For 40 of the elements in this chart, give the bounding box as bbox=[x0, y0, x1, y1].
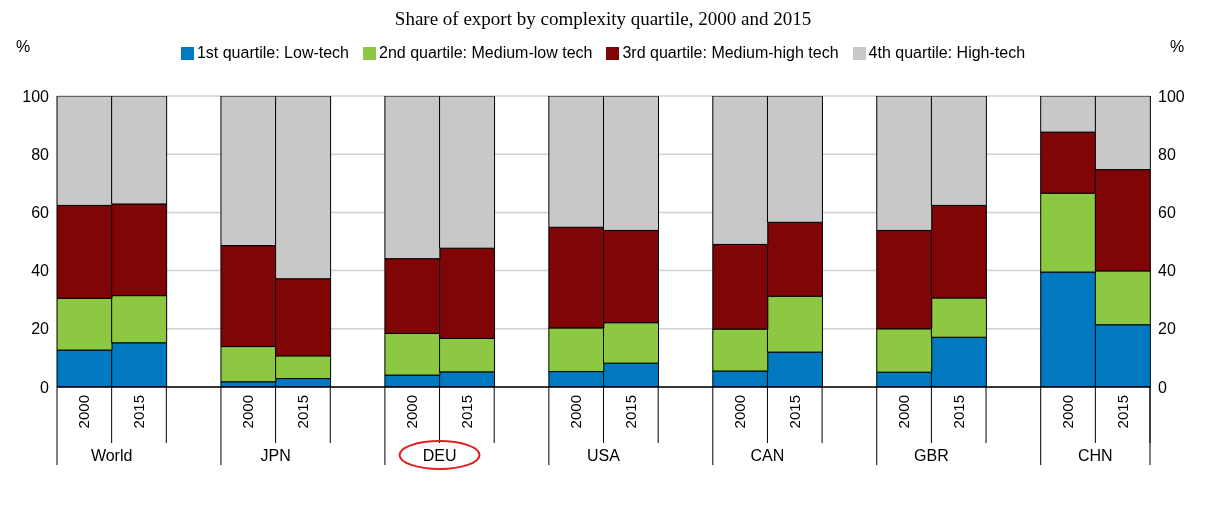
y2-tick-label: 60 bbox=[1158, 204, 1176, 222]
legend-label: 3rd quartile: Medium-high tech bbox=[622, 44, 839, 62]
y2-tick-label: 20 bbox=[1158, 320, 1176, 338]
text: GBR bbox=[914, 447, 949, 464]
x-tick-label: 2015 bbox=[949, 395, 967, 429]
x-tick-label: 2000 bbox=[895, 395, 913, 429]
text: World bbox=[90, 447, 133, 464]
y-tick-label: 40 bbox=[31, 262, 50, 280]
x-tick-label: 2000 bbox=[731, 395, 749, 429]
y2-axis-title: % bbox=[1170, 38, 1185, 56]
text: 4th quartile: High-tech bbox=[868, 44, 1026, 62]
x-tick-label: 2000 bbox=[239, 395, 257, 429]
x-tick-label: 2000 bbox=[403, 395, 421, 429]
y-axis-title: % bbox=[16, 38, 31, 56]
y2-tick-label: 80 bbox=[1158, 145, 1176, 163]
x-tick-label: 2015 bbox=[1113, 395, 1131, 429]
y-tick-label: 20 bbox=[31, 320, 50, 338]
y-tick-label: 60 bbox=[31, 204, 50, 222]
y-tick-label: 80 bbox=[31, 145, 50, 163]
y2-tick-label: 100 bbox=[1158, 87, 1185, 105]
chart-title: Share of export by complexity quartile, 2000 and 2015 bbox=[393, 8, 813, 30]
x-tick-label: 2015 bbox=[457, 395, 475, 429]
text: USA bbox=[587, 447, 621, 464]
text: CAN bbox=[750, 447, 785, 464]
x-tick-label: 2015 bbox=[129, 395, 147, 429]
y2-tick-label: 0 bbox=[1158, 378, 1167, 396]
legend-label: 2nd quartile: Medium-low tech bbox=[379, 44, 593, 62]
text: CHN bbox=[1078, 447, 1113, 464]
x-tick-label: 2015 bbox=[293, 395, 311, 429]
x-tick-label: 2015 bbox=[621, 395, 639, 429]
y-tick-label: 0 bbox=[40, 378, 50, 396]
y-tick-label: 100 bbox=[22, 87, 50, 105]
text: JPN bbox=[260, 447, 291, 464]
legend-label: 1st quartile: Low-tech bbox=[196, 44, 349, 62]
y2-tick-label: 40 bbox=[1158, 262, 1176, 280]
x-tick-label: 2000 bbox=[1059, 395, 1077, 429]
text: DEU bbox=[422, 447, 457, 464]
x-tick-label: 2015 bbox=[785, 395, 803, 429]
x-tick-label: 2000 bbox=[75, 395, 93, 429]
x-tick-label: 2000 bbox=[567, 395, 585, 429]
